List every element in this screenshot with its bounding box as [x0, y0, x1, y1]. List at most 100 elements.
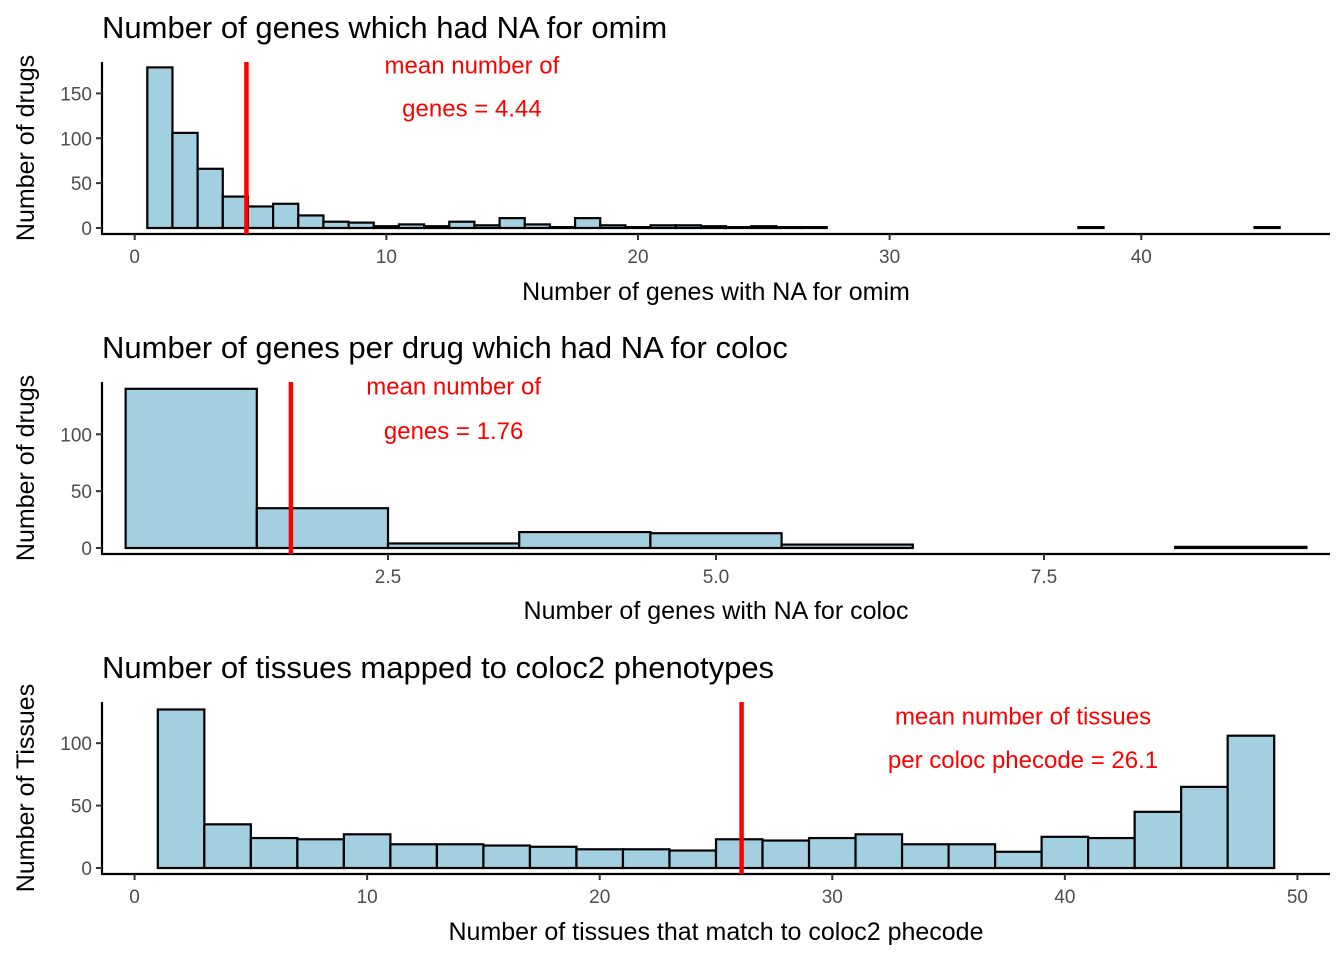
histogram-bar: [473, 224, 501, 230]
histogram-bar: [674, 224, 702, 230]
histogram-bar: [1087, 836, 1136, 870]
histogram-bar: [386, 542, 521, 550]
x-tick-label: 30: [822, 887, 843, 908]
y-tick-label: 150: [60, 84, 92, 105]
histogram-bar: [854, 833, 904, 870]
histogram-bar: [342, 833, 392, 870]
histogram-bar: [699, 225, 728, 230]
y-tick-label: 50: [71, 482, 92, 503]
histogram-bar: [761, 839, 811, 870]
histogram-bar: [297, 214, 325, 230]
histogram-bar: [649, 224, 677, 230]
mean-annotation: per coloc phecode = 26.1: [888, 747, 1158, 774]
histogram-bar: [1040, 835, 1090, 870]
histogram-bar: [255, 507, 390, 550]
x-tick-label: 40: [1131, 247, 1152, 268]
chart-panel-3: Number of tissues mapped to coloc2 pheno…: [12, 650, 1330, 946]
mean-annotation: mean number of tissues: [895, 703, 1151, 730]
histogram-bar: [146, 66, 174, 230]
x-tick-label: 20: [627, 247, 648, 268]
histogram-bar: [221, 195, 250, 230]
histogram-bar: [482, 844, 532, 870]
x-axis-title: Number of genes with NA for omim: [522, 278, 910, 306]
histogram-bar: [498, 217, 526, 230]
histogram-bar: [246, 205, 275, 230]
mean-annotation: genes = 1.76: [384, 418, 523, 445]
chart-title: Number of genes which had NA for omim: [102, 10, 667, 45]
histogram-bar: [724, 226, 753, 230]
x-axis-title: Number of tissues that match to coloc2 p…: [448, 918, 983, 946]
y-tick-label: 50: [71, 174, 92, 195]
histogram-bar: [518, 530, 652, 550]
histogram-bar: [423, 225, 451, 230]
y-axis-title: Number of Tissues: [12, 684, 40, 892]
y-tick-label: 50: [71, 797, 92, 818]
x-tick-label: 10: [376, 247, 397, 268]
y-tick-label: 100: [60, 425, 92, 446]
x-tick-label: 7.5: [1031, 567, 1057, 588]
histogram-bar: [523, 223, 552, 230]
histogram-bar: [1174, 545, 1308, 550]
histogram-bar: [124, 387, 258, 550]
histogram-bar: [993, 850, 1043, 870]
x-tick-label: 0: [129, 887, 140, 908]
x-tick-label: 5.0: [703, 567, 729, 588]
mean-annotation: mean number of: [385, 53, 560, 80]
histogram-bar: [800, 226, 828, 230]
histogram-bar: [1253, 226, 1281, 230]
mean-annotation: mean number of: [366, 374, 541, 401]
histogram-bar: [322, 220, 350, 230]
histogram-bar: [750, 225, 778, 230]
histogram-bar: [389, 843, 439, 870]
y-axis-title: Number of drugs: [12, 375, 40, 561]
x-axis-title: Number of genes with NA for coloc: [524, 597, 909, 625]
chart-panel-2: Number of genes per drug which had NA fo…: [12, 330, 1330, 625]
histogram-bar: [1077, 226, 1105, 230]
histogram-bar: [156, 708, 206, 870]
histogram-bar: [347, 221, 375, 230]
histogram-bar: [780, 543, 914, 550]
histogram-bar: [528, 845, 578, 870]
y-tick-label: 0: [81, 219, 92, 240]
histogram-bar: [1180, 785, 1229, 870]
histogram-bar: [448, 220, 476, 230]
histogram-bar: [1226, 734, 1276, 870]
histogram-bar: [272, 202, 300, 230]
histogram-bar: [900, 843, 950, 870]
x-tick-label: 50: [1287, 887, 1308, 908]
histogram-bar: [575, 848, 625, 870]
histogram-bar: [1133, 810, 1183, 870]
x-tick-label: 0: [129, 247, 140, 268]
histogram-bar: [624, 226, 652, 230]
x-tick-label: 40: [1054, 887, 1075, 908]
histogram-bar: [714, 838, 764, 870]
histogram-bar: [196, 167, 224, 230]
histogram-bar: [947, 843, 997, 870]
y-tick-label: 100: [60, 129, 92, 150]
histogram-bar: [621, 848, 671, 870]
chart-title: Number of genes per drug which had NA fo…: [102, 330, 788, 365]
histogram-bar: [171, 131, 199, 230]
x-tick-label: 2.5: [375, 567, 401, 588]
histogram-bar: [599, 224, 627, 230]
histogram-bar: [372, 225, 401, 230]
chart-panel-1: Number of genes which had NA for omim 0 50…: [12, 10, 1330, 306]
mean-annotation: genes = 4.44: [402, 96, 541, 123]
x-tick-label: 20: [589, 887, 610, 908]
histogram-bar: [249, 836, 299, 870]
histogram-bar: [668, 849, 718, 870]
y-tick-label: 0: [81, 859, 92, 880]
histogram-bar: [649, 532, 783, 550]
y-axis-title: Number of drugs: [12, 55, 40, 241]
histogram-bar: [435, 843, 485, 870]
y-tick-label: 0: [81, 539, 92, 560]
chart-title: Number of tissues mapped to coloc2 pheno…: [102, 650, 774, 685]
histogram-bar: [573, 217, 602, 230]
y-tick-label: 100: [60, 734, 92, 755]
x-tick-label: 10: [357, 887, 378, 908]
x-tick-label: 30: [879, 247, 900, 268]
histogram-bar: [203, 823, 252, 870]
histogram-bar: [548, 226, 577, 230]
histogram-bar: [296, 838, 345, 870]
